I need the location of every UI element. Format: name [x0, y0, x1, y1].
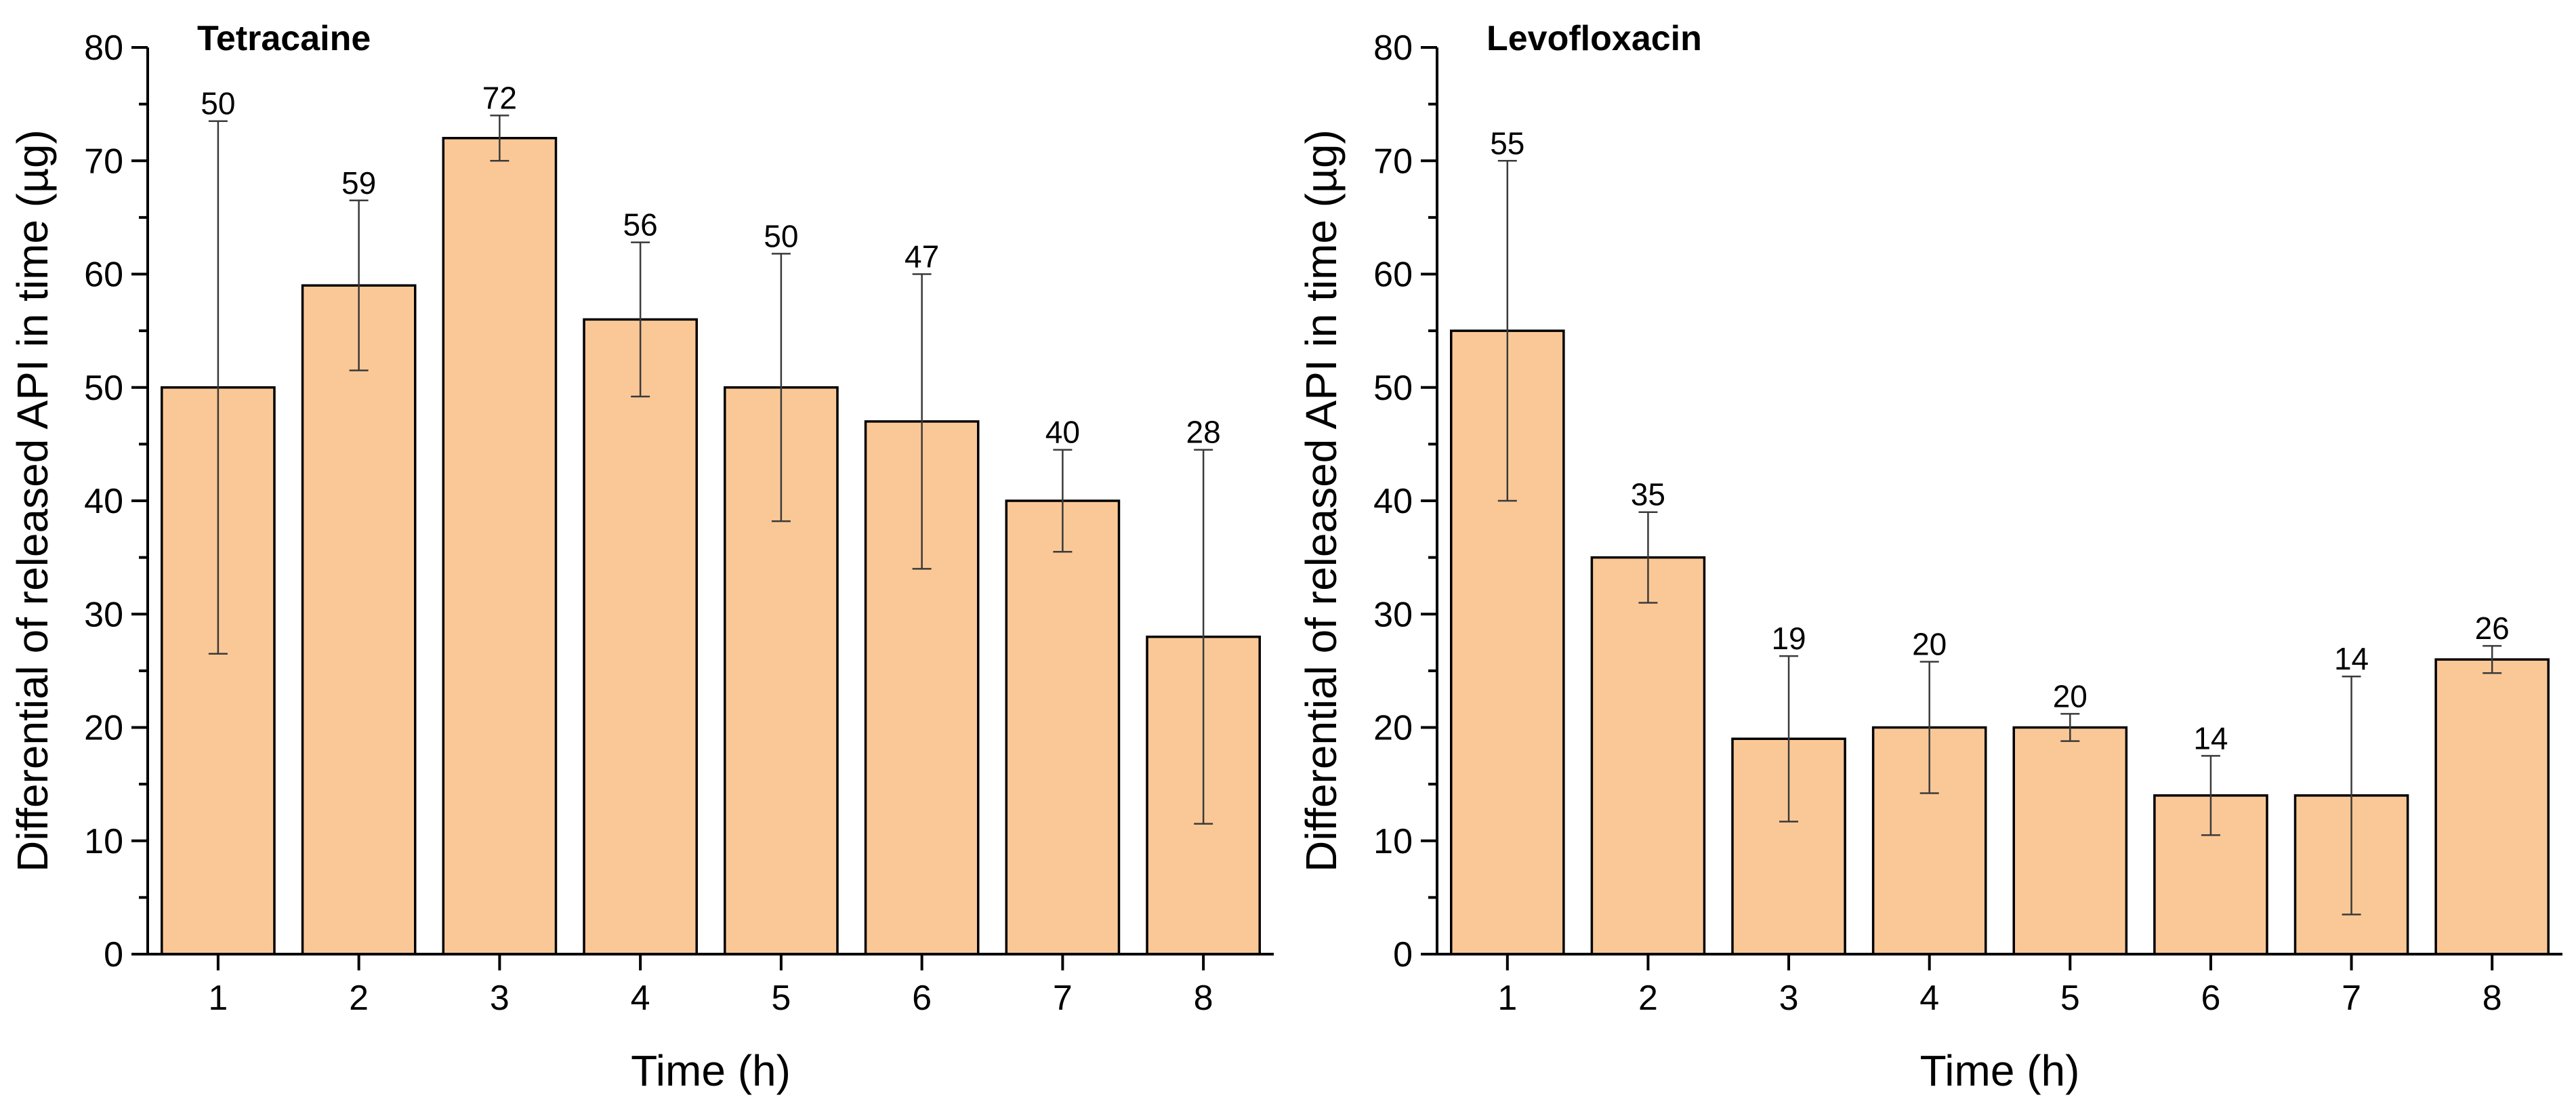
levofloxacin-data-label-3: 19 — [1771, 621, 1806, 656]
tetracaine-y-tick-label-70: 70 — [84, 142, 123, 181]
levofloxacin-bar-8 — [2434, 658, 2550, 955]
tetracaine-bar-2 — [301, 284, 417, 955]
levofloxacin-x-axis-title: Time (h) — [1920, 1046, 2080, 1095]
levofloxacin-data-label-2: 35 — [1631, 477, 1665, 512]
tetracaine-x-tick-label-2: 2 — [349, 979, 369, 1018]
levofloxacin-y-tick-label-20: 20 — [1373, 709, 1413, 748]
levofloxacin-y-axis-title: Differential of released API in time (µg… — [1297, 129, 1346, 872]
tetracaine-data-label-5: 50 — [764, 218, 798, 253]
tetracaine-y-tick-label-0: 0 — [104, 935, 123, 974]
tetracaine-bar-4 — [583, 318, 698, 955]
levofloxacin-x-tick-label-2: 2 — [1638, 979, 1658, 1018]
levofloxacin-bar-5 — [2012, 726, 2128, 955]
tetracaine-data-label-7: 40 — [1045, 415, 1080, 450]
levofloxacin-y-tick-label-40: 40 — [1373, 482, 1413, 521]
levofloxacin-y-tick-label-50: 50 — [1373, 369, 1413, 408]
tetracaine-bar-7 — [1005, 499, 1121, 955]
levofloxacin-y-tick-label-70: 70 — [1373, 142, 1413, 181]
tetracaine-x-axis-title: Time (h) — [631, 1046, 791, 1095]
tetracaine-x-tick-label-3: 3 — [490, 979, 510, 1018]
tetracaine-y-tick-label-10: 10 — [84, 822, 123, 861]
tetracaine-data-label-4: 56 — [623, 207, 658, 243]
levofloxacin-x-tick-label-8: 8 — [2482, 979, 2502, 1018]
levofloxacin-y-tick-label-30: 30 — [1373, 595, 1413, 634]
tetracaine-y-tick-label-60: 60 — [84, 255, 123, 295]
levofloxacin-data-label-7: 14 — [2334, 641, 2369, 676]
levofloxacin-x-tick-label-1: 1 — [1497, 979, 1517, 1018]
levofloxacin-chart-title: Levofloxacin — [1487, 19, 1702, 58]
tetracaine-data-label-6: 47 — [905, 239, 939, 274]
tetracaine-y-tick-label-40: 40 — [84, 482, 123, 521]
levofloxacin-x-tick-label-3: 3 — [1779, 979, 1799, 1018]
tetracaine-y-axis-title: Differential of released API in time (µg… — [8, 129, 57, 872]
tetracaine-chart-title: Tetracaine — [197, 19, 371, 58]
levofloxacin-y-tick-label-10: 10 — [1373, 822, 1413, 861]
tetracaine-x-tick-label-1: 1 — [208, 979, 228, 1018]
levofloxacin-data-label-8: 26 — [2475, 611, 2510, 646]
tetracaine-x-tick-label-6: 6 — [912, 979, 932, 1018]
levofloxacin-y-tick-label-60: 60 — [1373, 255, 1413, 295]
levofloxacin-data-label-6: 14 — [2193, 720, 2228, 756]
tetracaine-x-tick-label-4: 4 — [631, 979, 650, 1018]
tetracaine-data-label-3: 72 — [482, 80, 517, 115]
tetracaine-x-tick-label-5: 5 — [771, 979, 791, 1018]
levofloxacin-x-tick-label-7: 7 — [2342, 979, 2361, 1018]
levofloxacin-y-tick-label-0: 0 — [1393, 935, 1413, 974]
levofloxacin-x-tick-label-4: 4 — [1919, 979, 1939, 1018]
levofloxacin-y-tick-label-80: 80 — [1373, 28, 1413, 68]
tetracaine-y-tick-label-30: 30 — [84, 595, 123, 634]
tetracaine-x-tick-label-8: 8 — [1194, 979, 1213, 1018]
tetracaine-data-label-1: 50 — [201, 86, 235, 121]
levofloxacin-x-tick-label-6: 6 — [2201, 979, 2220, 1018]
tetracaine-y-tick-label-20: 20 — [84, 709, 123, 748]
tetracaine-data-label-2: 59 — [341, 165, 376, 201]
tetracaine-data-label-8: 28 — [1186, 415, 1221, 450]
levofloxacin-data-label-1: 55 — [1490, 125, 1524, 161]
levofloxacin-x-tick-label-5: 5 — [2060, 979, 2080, 1018]
levofloxacin-data-label-5: 20 — [2053, 678, 2087, 714]
tetracaine-x-tick-label-7: 7 — [1053, 979, 1073, 1018]
levofloxacin-bar-2 — [1590, 556, 1706, 955]
tetracaine-y-tick-label-80: 80 — [84, 28, 123, 68]
levofloxacin-data-label-4: 20 — [1912, 626, 1947, 661]
levofloxacin-chart: 55 35 19 20 20 14 14 26 0 10 20 30 40 50 60 70 80 1 2 3 4 5 6 7… — [1297, 19, 2562, 1095]
tetracaine-y-tick-label-50: 50 — [84, 369, 123, 408]
tetracaine-bar-3 — [442, 137, 558, 955]
